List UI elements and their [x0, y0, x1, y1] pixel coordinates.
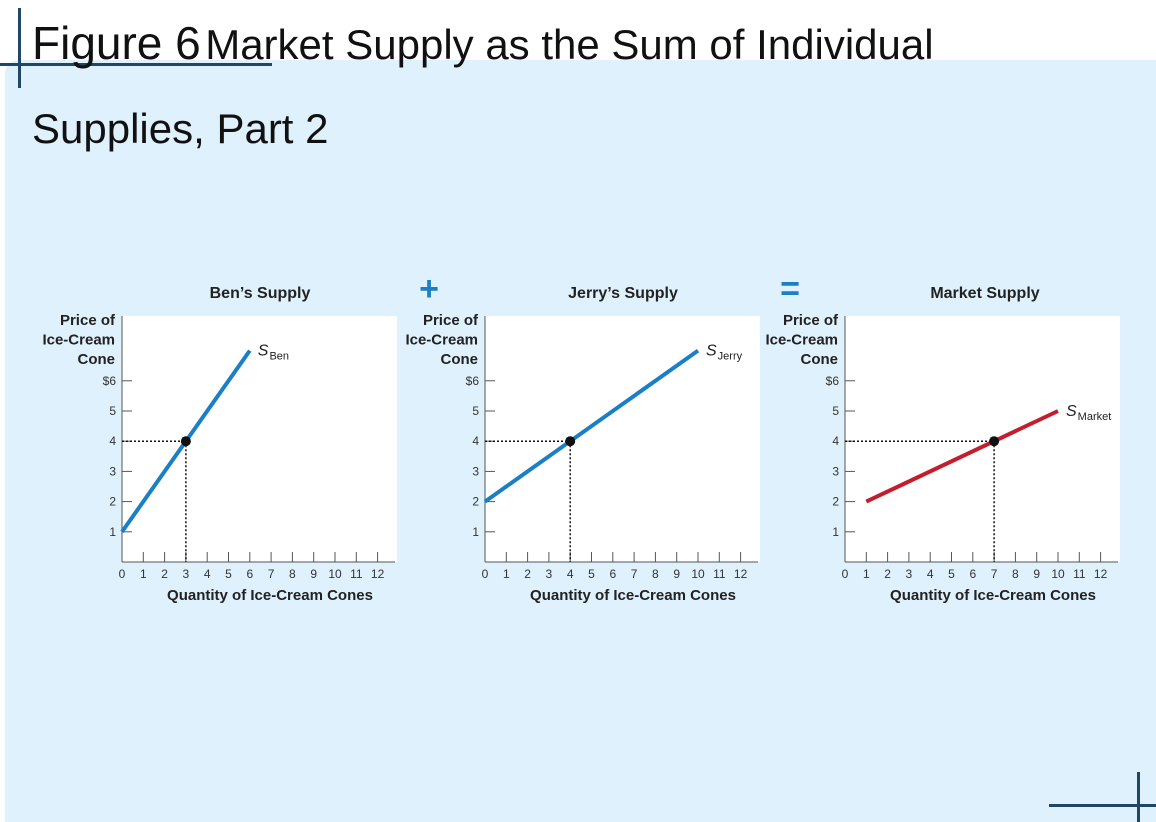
y-tick-label: 5 — [109, 404, 116, 418]
x-tick-label: 6 — [969, 567, 976, 581]
corner-frame-horizontal — [1049, 804, 1156, 807]
curve-label: SMarket — [1066, 403, 1111, 423]
x-tick-label: 4 — [567, 567, 574, 581]
x-axis-title: Quantity of Ice-Cream Cones — [890, 587, 1096, 604]
curve-label: SJerry — [706, 343, 743, 363]
y-tick-label: 2 — [472, 495, 479, 509]
x-tick-label: 5 — [948, 567, 955, 581]
y-axis-title: Cone — [78, 351, 116, 368]
x-tick-label: 6 — [246, 567, 253, 581]
x-tick-label: 7 — [991, 567, 998, 581]
equilibrium-point — [565, 436, 576, 447]
x-tick-label: 5 — [225, 567, 232, 581]
y-tick-label: $6 — [103, 374, 117, 388]
equilibrium-point — [180, 436, 191, 447]
y-tick-label: 2 — [109, 495, 116, 509]
x-tick-label: 4 — [204, 567, 211, 581]
title-frame-horizontal — [0, 63, 272, 66]
equilibrium-point — [989, 436, 1000, 447]
x-tick-label: 1 — [140, 567, 147, 581]
y-tick-label: 3 — [832, 464, 839, 478]
y-tick-label: 5 — [832, 404, 839, 418]
x-tick-label: 3 — [546, 567, 553, 581]
figure-title-text: Market Supply as the Sum of Individual — [205, 21, 934, 68]
y-tick-label: 4 — [832, 434, 839, 448]
supply-curve — [865, 409, 1059, 504]
x-tick-label: 2 — [161, 567, 168, 581]
y-axis-title: Cone — [441, 351, 479, 368]
y-axis-title: Cone — [801, 351, 839, 368]
x-tick-label: 8 — [1012, 567, 1019, 581]
x-tick-label: 7 — [268, 567, 275, 581]
x-tick-label: 2 — [524, 567, 531, 581]
x-tick-label: 0 — [482, 567, 489, 581]
x-tick-label: 1 — [503, 567, 510, 581]
x-tick-label: 8 — [652, 567, 659, 581]
curve-label: SBen — [258, 343, 289, 363]
y-axis-title: Ice-Cream — [765, 332, 838, 349]
y-tick-label: 3 — [472, 464, 479, 478]
corner-frame-vertical — [1137, 772, 1140, 822]
y-tick-label: 1 — [832, 525, 839, 539]
x-tick-label: 0 — [119, 567, 126, 581]
y-axis-title: Price of — [783, 312, 839, 329]
x-tick-label: 3 — [906, 567, 913, 581]
x-tick-label: 10 — [328, 567, 342, 581]
title-frame-vertical — [18, 8, 21, 88]
x-axis-title: Quantity of Ice-Cream Cones — [530, 587, 736, 604]
supply-curve — [483, 348, 700, 504]
x-tick-label: 11 — [1073, 567, 1086, 581]
x-tick-label: 12 — [734, 567, 748, 581]
figure-number: Figure 6 — [32, 17, 201, 69]
x-tick-label: 11 — [350, 567, 363, 581]
chart-title: Jerry’s Supply — [568, 285, 678, 302]
x-tick-label: 10 — [1051, 567, 1065, 581]
x-tick-label: 2 — [884, 567, 891, 581]
x-tick-label: 3 — [183, 567, 190, 581]
y-tick-label: 1 — [109, 525, 116, 539]
x-tick-label: 9 — [310, 567, 317, 581]
plot-area — [845, 316, 1120, 562]
x-tick-label: 9 — [673, 567, 680, 581]
x-tick-label: 12 — [371, 567, 385, 581]
x-tick-label: 9 — [1033, 567, 1040, 581]
y-tick-label: 4 — [472, 434, 479, 448]
y-tick-label: 1 — [472, 525, 479, 539]
plot-area — [485, 316, 760, 562]
y-axis-title: Price of — [423, 312, 479, 329]
y-axis-title: Ice-Cream — [42, 332, 115, 349]
plot-area — [122, 316, 397, 562]
x-tick-label: 12 — [1094, 567, 1108, 581]
x-tick-label: 1 — [863, 567, 870, 581]
y-axis-title: Price of — [60, 312, 116, 329]
x-axis-title: Quantity of Ice-Cream Cones — [167, 587, 373, 604]
x-tick-label: 0 — [842, 567, 849, 581]
figure-title-line2: Supplies, Part 2 — [32, 105, 329, 152]
plus-operator: + — [419, 270, 439, 308]
x-tick-label: 8 — [289, 567, 296, 581]
chart-title: Market Supply — [930, 285, 1039, 302]
x-tick-label: 5 — [588, 567, 595, 581]
x-tick-label: 7 — [631, 567, 638, 581]
y-axis-title: Ice-Cream — [405, 332, 478, 349]
y-tick-label: 2 — [832, 495, 839, 509]
chart-title: Ben’s Supply — [210, 285, 311, 302]
y-tick-label: 5 — [472, 404, 479, 418]
x-tick-label: 6 — [609, 567, 616, 581]
x-tick-label: 10 — [691, 567, 705, 581]
y-tick-label: 4 — [109, 434, 116, 448]
y-tick-label: $6 — [466, 374, 480, 388]
y-tick-label: 3 — [109, 464, 116, 478]
figure-title: Figure 6 Market Supply as the Sum of Ind… — [32, 6, 1132, 176]
y-tick-label: $6 — [826, 374, 840, 388]
equals-operator: = — [780, 270, 800, 308]
x-tick-label: 11 — [713, 567, 726, 581]
x-tick-label: 4 — [927, 567, 934, 581]
